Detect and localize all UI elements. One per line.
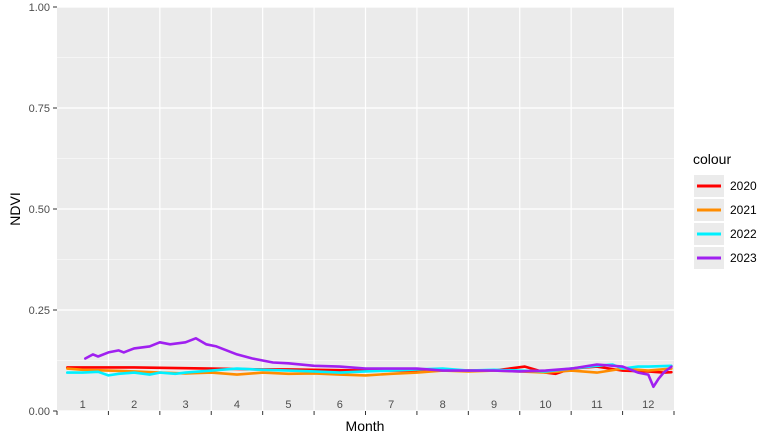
x-axis-ticks: 1 2 3 4 5 6 7 8 9 10 11 12: [56, 399, 675, 415]
y-axis-ticks: 0.00 0.25 0.50 0.75 1.00: [29, 2, 57, 418]
legend-label-2020: 2020: [730, 179, 757, 193]
x-tick-label: 4: [234, 399, 240, 411]
series-line-2023: [84, 336, 673, 389]
legend-label-2021: 2021: [730, 203, 757, 217]
x-tick-label: 10: [539, 399, 551, 411]
x-tick-label: 5: [285, 399, 291, 411]
x-tick-label: 8: [440, 399, 446, 411]
x-tick-label: 2: [131, 399, 137, 411]
x-axis-title: Month: [346, 418, 385, 434]
x-tick-label: 11: [591, 399, 602, 411]
y-tick-label: 0.50: [29, 204, 50, 216]
legend: colour 2020 2021 2022 2023: [693, 151, 757, 269]
x-tick-label: 9: [491, 399, 497, 411]
y-axis-title: NDVI: [7, 192, 23, 225]
x-tick-label: 7: [388, 399, 394, 411]
series-lines: [66, 336, 673, 389]
y-tick-label: 0.75: [29, 103, 50, 115]
x-tick-label: 1: [80, 399, 86, 411]
legend-label-2022: 2022: [730, 227, 757, 241]
legend-label-2023: 2023: [730, 251, 757, 265]
x-tick-label: 6: [337, 399, 343, 411]
y-tick-label: 1.00: [29, 2, 50, 14]
legend-title: colour: [693, 151, 731, 167]
y-tick-label: 0.25: [29, 305, 50, 317]
y-tick-label: 0.00: [29, 406, 50, 418]
x-tick-label: 3: [182, 399, 188, 411]
x-tick-label: 12: [642, 399, 654, 411]
